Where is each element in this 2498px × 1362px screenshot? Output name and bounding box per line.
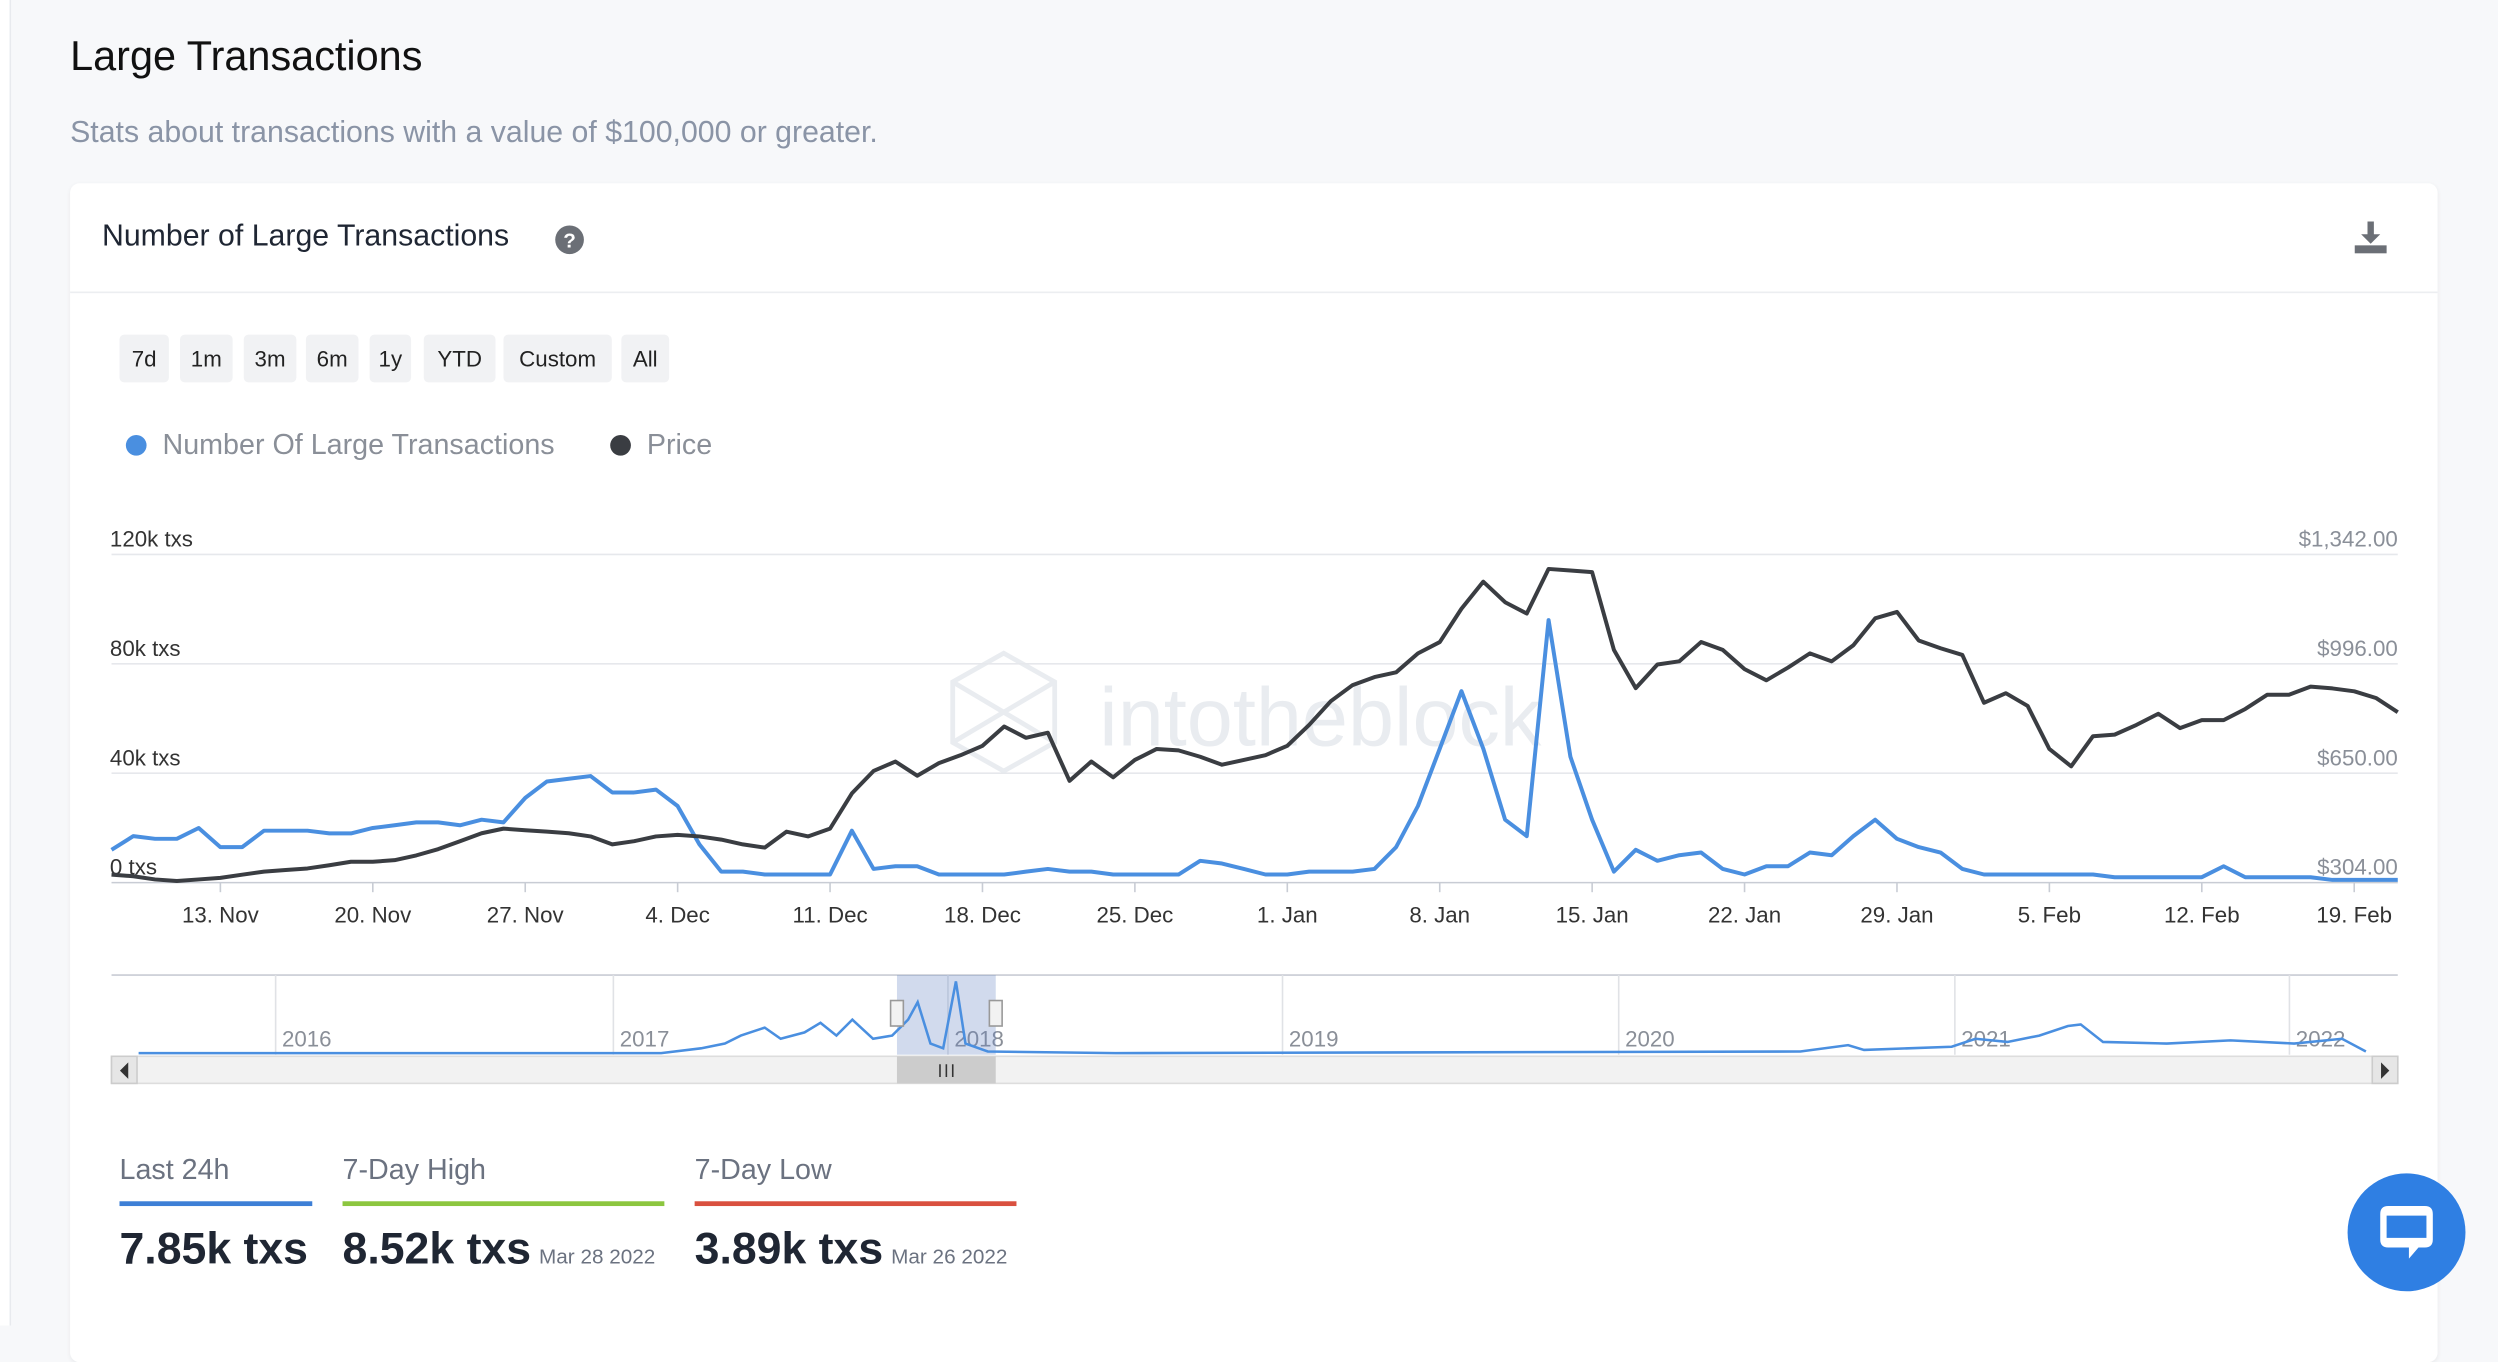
legend-item[interactable]: Number Of Large Transactions	[125, 427, 555, 462]
stat-label: 7-Day Low	[694, 1153, 832, 1186]
series-line	[111, 566, 2399, 884]
stat-value: 3.89k txs	[694, 1223, 884, 1273]
legend-item[interactable]: Price	[610, 427, 712, 462]
x-tick-label: 8. Jan	[1409, 902, 1470, 927]
legend-dot	[610, 434, 631, 456]
navigator-year: 2020	[1625, 1027, 1675, 1052]
range-button[interactable]: All	[621, 334, 670, 383]
x-tick-label: 5. Feb	[2018, 902, 2081, 927]
x-tick-label: 19. Feb	[2316, 902, 2392, 927]
range-button[interactable]: 7d	[119, 334, 169, 383]
sidebar-edge	[0, 0, 12, 1326]
x-tick-label: 15. Jan	[1556, 902, 1629, 927]
card-divider	[70, 291, 2438, 294]
navigator-window	[896, 975, 996, 1055]
range-button[interactable]: YTD	[423, 334, 496, 383]
range-button[interactable]: Custom	[503, 334, 612, 383]
stat-value: 7.85k txs	[119, 1223, 309, 1273]
y-tick-label: 80k txs	[110, 636, 181, 661]
svg-text:?: ?	[563, 230, 576, 253]
x-tick-label: 22. Jan	[1708, 902, 1781, 927]
series-line	[110, 618, 2398, 882]
page-subtitle: Stats about transactions with a value of…	[70, 116, 878, 150]
x-tick-label: 29. Jan	[1860, 902, 1933, 927]
scrollbar-track	[110, 1055, 2399, 1085]
x-tick-label: 18. Dec	[944, 902, 1021, 927]
y2-tick-label: $304.00	[2317, 855, 2398, 880]
stat-underline	[694, 1201, 1017, 1207]
stat-label: Last 24h	[119, 1153, 230, 1186]
range-button[interactable]: 1y	[369, 334, 412, 383]
range-button[interactable]: 1m	[180, 334, 233, 383]
stat-label: 7-Day High	[342, 1153, 487, 1186]
stat-value-row: 7.85k txs	[119, 1224, 308, 1275]
page-title: Large Transactions	[70, 31, 423, 80]
navigator-year: 2016	[282, 1027, 332, 1052]
x-tick-label: 13. Nov	[182, 902, 260, 927]
stage: Large Transactions Stats about transacti…	[0, 0, 2466, 1326]
stat-value: 8.52k txs	[342, 1223, 532, 1273]
y2-tick-label: $1,342.00	[2299, 526, 2398, 551]
x-tick-label: 4. Dec	[645, 902, 709, 927]
y2-tick-label: $996.00	[2317, 636, 2398, 661]
range-button[interactable]: 3m	[243, 334, 297, 383]
stat-value-row: 8.52k txs Mar 28 2022	[343, 1224, 656, 1275]
stat-underline	[119, 1201, 313, 1207]
range-button[interactable]: 6m	[305, 334, 359, 383]
scroll-arrows	[119, 1062, 2390, 1079]
navigator-year: 2019	[1289, 1027, 1339, 1052]
page: {"header":{"title":"Large Transactions",…	[0, 0, 2466, 1326]
x-tick-label: 27. Nov	[487, 902, 565, 927]
stat-date: Mar 28 2022	[539, 1244, 656, 1269]
card-title: Number of Large Transactions	[101, 219, 510, 254]
download-icon[interactable]	[2353, 220, 2388, 255]
x-tick-label: 1. Jan	[1257, 902, 1318, 927]
legend-label: Price	[646, 428, 713, 461]
x-tick-label: 25. Dec	[1096, 902, 1173, 927]
chat-button[interactable]	[2347, 1173, 2466, 1292]
x-tick-label: 20. Nov	[334, 902, 412, 927]
navigator-handle	[889, 999, 905, 1027]
stat-value-row: 3.89k txs Mar 26 2022	[695, 1224, 1008, 1275]
stat-underline	[342, 1201, 665, 1207]
stat-date: Mar 26 2022	[891, 1244, 1008, 1269]
navigator-frame	[111, 975, 2398, 1055]
legend-dot	[125, 434, 147, 456]
y-tick-label: 40k txs	[110, 745, 181, 770]
y2-tick-label: $650.00	[2317, 745, 2398, 770]
navigator-line	[138, 981, 2367, 1055]
watermark-logo	[950, 650, 1058, 774]
help-icon[interactable]: ?	[554, 225, 584, 255]
x-tick-label: 11. Dec	[792, 902, 867, 927]
y-tick-label: 120k txs	[110, 526, 193, 551]
navigator-handle	[988, 999, 1003, 1027]
legend-label: Number Of Large Transactions	[162, 428, 555, 461]
navigator-year: 2017	[620, 1027, 670, 1052]
x-tick-label: 12. Feb	[2164, 902, 2240, 927]
